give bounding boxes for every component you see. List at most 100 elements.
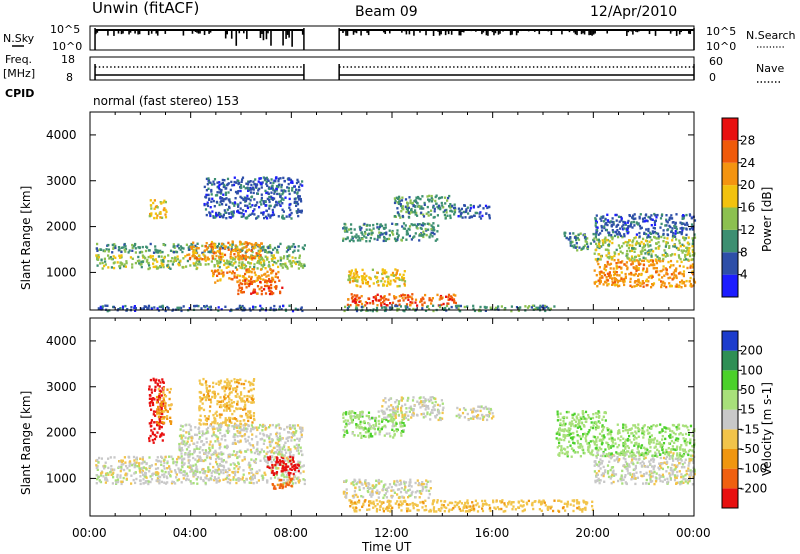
data-cell xyxy=(157,266,160,269)
data-cell xyxy=(247,463,250,466)
data-cell xyxy=(231,184,234,187)
data-cell xyxy=(576,236,579,240)
data-cell xyxy=(103,257,106,260)
data-cell xyxy=(641,246,644,249)
cpid-label: CPID xyxy=(5,87,34,100)
data-cell xyxy=(227,395,230,398)
data-cell xyxy=(254,185,257,188)
data-cell xyxy=(194,264,197,267)
data-cell xyxy=(262,423,265,427)
data-cell xyxy=(228,474,231,477)
data-cell xyxy=(229,478,232,482)
data-cell xyxy=(275,287,278,290)
data-cell xyxy=(246,282,249,285)
data-cell xyxy=(260,182,263,185)
data-cell xyxy=(251,433,254,436)
nsky-noise xyxy=(120,30,123,35)
data-cell xyxy=(288,247,292,250)
data-cell xyxy=(218,452,221,455)
data-cell xyxy=(270,251,273,254)
data-cell xyxy=(350,293,353,296)
data-cell xyxy=(215,478,218,481)
data-cell xyxy=(275,461,278,464)
data-cell xyxy=(231,240,234,243)
data-cell xyxy=(383,235,386,239)
data-cell xyxy=(633,285,636,288)
data-cell xyxy=(237,190,240,193)
data-cell xyxy=(181,465,184,469)
data-cell xyxy=(156,251,159,254)
data-cell xyxy=(372,227,375,230)
data-cell xyxy=(604,240,607,243)
data-cell xyxy=(630,255,634,258)
data-cell xyxy=(349,304,352,307)
data-cell xyxy=(201,251,204,255)
data-cell xyxy=(647,280,650,283)
data-cell xyxy=(668,285,672,288)
nsky-noise xyxy=(437,30,439,32)
data-cell xyxy=(687,258,690,261)
data-cell xyxy=(275,272,278,275)
data-cell xyxy=(240,186,243,189)
data-cell xyxy=(691,245,694,248)
data-cell xyxy=(166,415,169,418)
data-cell xyxy=(654,258,657,261)
data-cell xyxy=(261,476,264,480)
data-cell xyxy=(150,478,154,481)
data-cell xyxy=(394,304,397,307)
data-cell xyxy=(682,236,685,240)
data-cell xyxy=(234,266,237,269)
data-cell xyxy=(369,301,372,305)
data-cell xyxy=(244,216,247,220)
data-cell xyxy=(98,456,101,460)
data-cell xyxy=(204,452,207,455)
data-cell xyxy=(257,479,260,482)
data-cell xyxy=(264,428,267,431)
data-cell xyxy=(666,254,669,257)
data-cell xyxy=(285,451,288,454)
data-cell xyxy=(403,270,406,273)
data-cell xyxy=(195,445,198,448)
colorbar-tick-label: 4 xyxy=(740,268,748,282)
data-cell xyxy=(217,455,220,458)
data-cell xyxy=(244,408,247,411)
data-cell xyxy=(227,198,230,201)
data-cell xyxy=(122,246,125,249)
data-cell xyxy=(621,235,624,239)
data-cell xyxy=(457,304,460,308)
data-cell xyxy=(141,456,144,459)
data-cell xyxy=(376,276,379,279)
data-cell xyxy=(400,204,403,208)
data-cell xyxy=(293,427,296,430)
data-cell xyxy=(148,401,151,405)
data-cell xyxy=(605,278,608,281)
data-cell xyxy=(150,214,153,217)
data-cell xyxy=(432,204,435,208)
data-cell xyxy=(238,396,242,400)
data-cell xyxy=(204,263,207,266)
data-cell xyxy=(373,237,376,241)
data-cell xyxy=(105,248,108,251)
data-cell xyxy=(431,231,434,235)
data-cell xyxy=(672,245,675,248)
data-cell xyxy=(252,188,255,191)
data-cell xyxy=(302,265,305,268)
data-cell xyxy=(632,214,635,217)
data-cell xyxy=(236,210,239,213)
data-cell xyxy=(645,232,648,236)
data-cell xyxy=(383,269,387,272)
data-cell xyxy=(617,280,620,283)
data-cell xyxy=(460,212,463,215)
data-cell xyxy=(213,252,216,255)
data-cell xyxy=(633,237,636,240)
data-cell xyxy=(262,259,265,263)
data-cell xyxy=(260,242,263,245)
data-cell xyxy=(208,250,211,253)
data-cell xyxy=(276,248,279,252)
data-cell xyxy=(227,191,230,194)
data-cell xyxy=(199,414,202,417)
data-cell xyxy=(221,178,224,182)
data-cell xyxy=(212,215,215,218)
data-cell xyxy=(238,211,242,215)
data-cell xyxy=(348,275,351,278)
